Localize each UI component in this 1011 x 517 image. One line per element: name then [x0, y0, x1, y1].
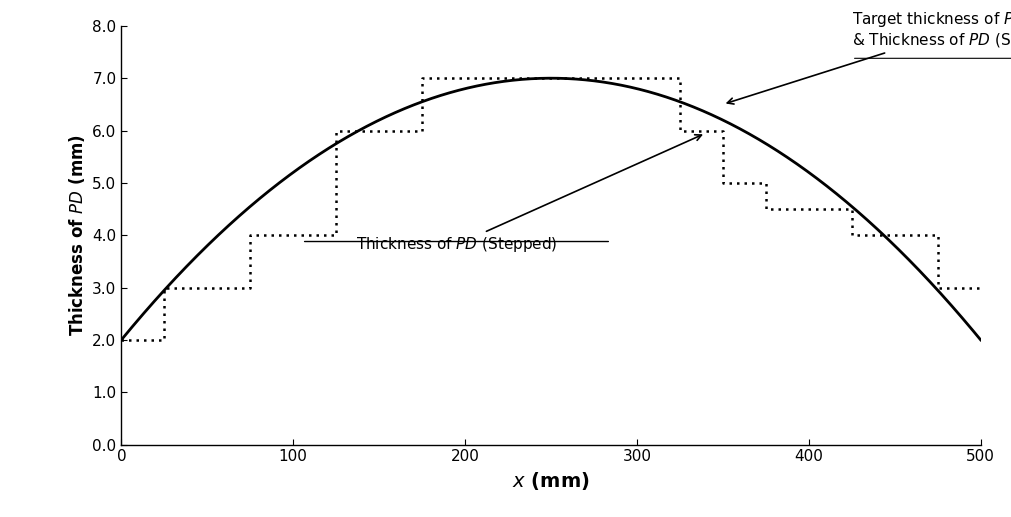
Text: Target thickness of $PD$
& Thickness of $PD$ (Smooth): Target thickness of $PD$ & Thickness of …	[727, 10, 1011, 104]
Text: Thickness of $PD$ (Stepped): Thickness of $PD$ (Stepped)	[356, 135, 702, 254]
X-axis label: $\mathbf{\mathit{x}}$ (mm): $\mathbf{\mathit{x}}$ (mm)	[513, 470, 589, 492]
Y-axis label: Thickness of $\mathbf{\mathit{PD}}$ (mm): Thickness of $\mathbf{\mathit{PD}}$ (mm)	[67, 134, 87, 336]
